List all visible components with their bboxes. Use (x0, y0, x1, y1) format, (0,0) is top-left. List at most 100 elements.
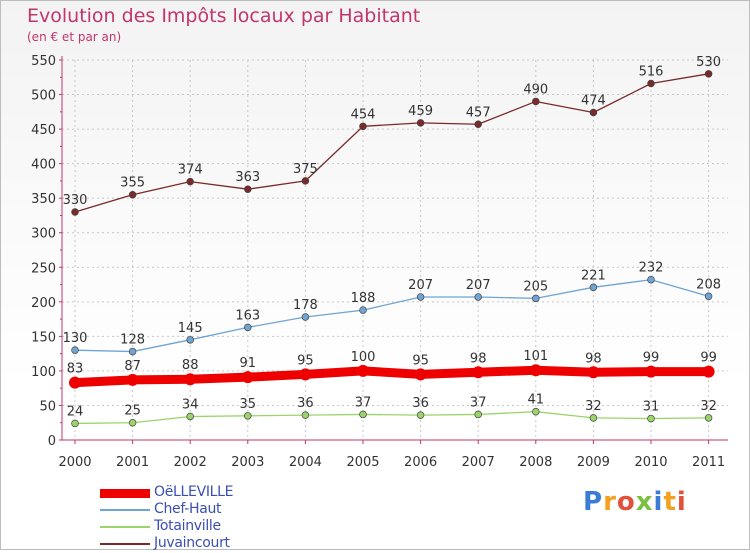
data-label: 130 (63, 331, 88, 346)
data-point (186, 336, 194, 344)
data-label: 31 (643, 400, 660, 415)
data-label: 163 (235, 308, 260, 323)
data-point (529, 364, 542, 377)
data-label: 221 (581, 268, 606, 283)
legend-label: OëLLEVILLE (154, 484, 234, 500)
data-label: 459 (408, 104, 433, 119)
data-point (589, 283, 598, 292)
data-point (301, 313, 310, 321)
data-label: 457 (466, 105, 491, 120)
data-point (184, 373, 197, 386)
legend-swatch (100, 526, 150, 528)
data-label: 474 (581, 94, 606, 109)
logo-letter: x (635, 487, 654, 517)
x-tick-label: 2005 (346, 455, 379, 470)
legend-swatch (100, 488, 150, 498)
data-label: 101 (523, 349, 548, 364)
data-point (416, 411, 425, 419)
y-tick-label: 150 (31, 330, 56, 345)
y-tick-label: 250 (31, 261, 56, 276)
data-point (357, 364, 369, 377)
data-label: 375 (293, 162, 318, 177)
data-label: 95 (297, 353, 314, 368)
data-label: 208 (696, 277, 721, 292)
data-point (186, 177, 194, 186)
series-line (74, 73, 710, 213)
data-point (128, 418, 137, 427)
x-tick-label: 2003 (231, 455, 264, 470)
data-point (126, 373, 139, 386)
data-label: 99 (643, 351, 660, 366)
data-label: 87 (124, 359, 141, 374)
data-point (128, 190, 137, 199)
x-tick-label: 2007 (462, 455, 495, 470)
data-label: 207 (466, 278, 491, 293)
data-label: 207 (408, 278, 433, 293)
logo-letter: i (653, 487, 664, 517)
data-point (704, 70, 713, 78)
data-point (532, 97, 540, 106)
y-tick-label: 50 (39, 399, 56, 414)
data-label: 454 (351, 107, 376, 122)
data-point (474, 293, 482, 301)
y-tick-label: 350 (31, 192, 56, 207)
data-label: 374 (178, 163, 203, 178)
data-point (472, 366, 485, 379)
data-label: 128 (120, 333, 145, 348)
data-point (416, 119, 425, 127)
y-tick-label: 100 (31, 365, 56, 380)
logo-letter: i (676, 487, 687, 517)
data-label: 145 (178, 321, 203, 336)
axis-layer: 0 50 100 150 200 250 300 350 400 450 500 550 2000 200… (31, 54, 728, 470)
data-label: 35 (240, 397, 257, 412)
data-point (416, 293, 425, 301)
data-label: 232 (639, 261, 664, 276)
x-tick-label: 2006 (404, 455, 437, 470)
data-label: 91 (240, 356, 257, 371)
logo-letter: t (663, 487, 677, 517)
data-label: 95 (412, 353, 429, 368)
data-label: 25 (124, 404, 141, 419)
series-layer (69, 70, 715, 428)
chart-title: Evolution des Impôts locaux par Habitant (27, 5, 421, 27)
data-point (647, 414, 655, 423)
x-tick-label: 2008 (519, 455, 552, 470)
data-point (359, 306, 367, 314)
data-label: 188 (351, 291, 376, 306)
x-tick-label: 2000 (58, 455, 91, 470)
data-label: 98 (470, 351, 487, 366)
chart-subtitle: (en € et par an) (27, 30, 122, 44)
x-tick-label: 2002 (174, 455, 207, 470)
data-label: 355 (120, 176, 145, 191)
data-label: 36 (297, 396, 314, 411)
data-point (704, 414, 713, 422)
data-label: 98 (585, 351, 602, 366)
data-label: 36 (412, 396, 429, 411)
series-line (74, 411, 710, 425)
data-label: 32 (585, 399, 602, 414)
data-point (645, 365, 657, 378)
data-label: 99 (700, 351, 717, 366)
data-point (301, 177, 310, 185)
data-label: 37 (470, 395, 487, 410)
data-point (532, 294, 540, 303)
series-line (70, 365, 714, 388)
data-point (532, 407, 540, 416)
data-point (359, 410, 367, 419)
data-point (244, 323, 252, 332)
data-point (71, 419, 79, 428)
data-point (71, 346, 79, 354)
data-label: 205 (523, 279, 548, 294)
data-label: 34 (182, 398, 199, 413)
data-label: 516 (639, 64, 664, 79)
data-point (128, 347, 137, 356)
data-label: 100 (351, 350, 376, 365)
data-label: 178 (293, 298, 318, 313)
data-label: 88 (182, 358, 199, 373)
data-label: 41 (528, 393, 545, 408)
data-point (587, 366, 600, 379)
proxiti-logo: Proxiti (583, 487, 687, 517)
y-tick-label: 500 (31, 89, 56, 104)
